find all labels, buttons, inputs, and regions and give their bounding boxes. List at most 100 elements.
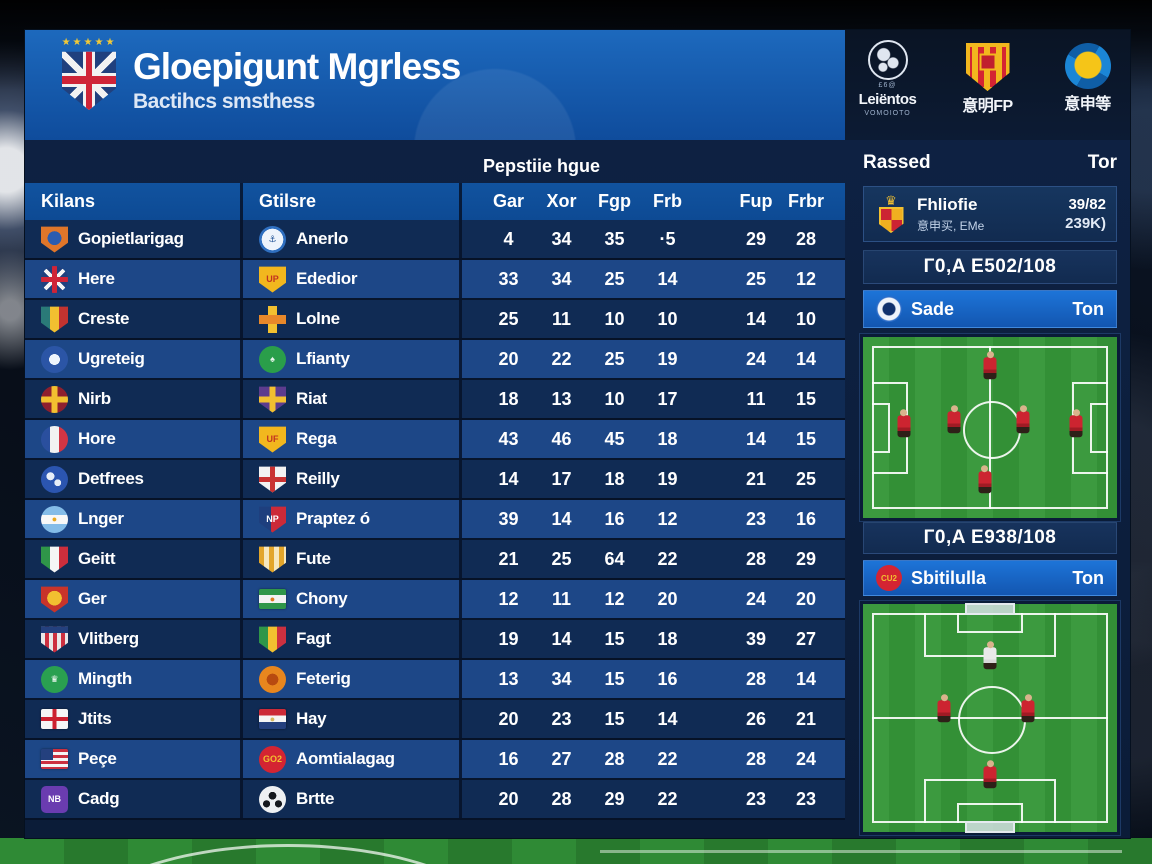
team-cell: Geitt: [25, 540, 243, 578]
stat-cells: 18 13 10 17 11 15: [462, 380, 845, 418]
teal-gold-red-shield-icon: [41, 306, 68, 333]
match-row-2[interactable]: CU2 Sbitilulla Ton: [863, 560, 1117, 596]
team-cell: Feterig: [243, 660, 462, 698]
stat-value: 14: [498, 468, 519, 489]
pitch-goal-box: [957, 613, 1023, 633]
orange-blue-crest-icon: [41, 226, 68, 253]
table-row[interactable]: Geitt Fute 21 25 64 22 28 29: [25, 540, 845, 580]
player-name: Fhliofie: [917, 194, 978, 214]
stat-cells: 20 28 29 22 23 23: [462, 780, 845, 818]
table-row[interactable]: Peçe GO2 Aomtialagag 16 27 28 22 28 24: [25, 740, 845, 780]
team-cell: ♠ Lfianty: [243, 340, 462, 378]
stat-cells: 20 23 15 14 26 21: [462, 700, 845, 738]
stat-value: 23: [745, 788, 767, 809]
match-row-1[interactable]: Sade Ton: [863, 290, 1117, 328]
pitch-ground: [0, 838, 1152, 864]
player-info: Fhliofie 意申买, EMe: [917, 195, 1056, 234]
pitch-goal-box: [872, 402, 890, 453]
pitch-goal-box: [1090, 402, 1108, 453]
team-name: Anerlo: [296, 229, 349, 248]
gold-shield-up-icon: UP: [259, 266, 286, 293]
team-cell: ● Hay: [243, 700, 462, 738]
team-name: Feterig: [296, 669, 351, 688]
table-row[interactable]: Jtits ● Hay 20 23 15 14 26 21: [25, 700, 845, 740]
table-row[interactable]: ♛ Mingth Feterig 13 34 15 16 28 14: [25, 660, 845, 700]
table-header-row: Kilans Gtilsre Gar Xor Fgp Frb Fup Frbr: [25, 183, 845, 220]
stat-value: 13: [551, 388, 572, 409]
match-action-button[interactable]: Ton: [1072, 298, 1104, 319]
stat-value: 12: [657, 508, 678, 529]
team-name: Here: [78, 269, 115, 288]
team-cell: Ugreteig: [25, 340, 243, 378]
table-row[interactable]: Gopietlarigag ⚓ Anerlo 4 34 35 ·5 29 28: [25, 220, 845, 260]
brand-leientos: £6@ Leiëntos VOMOIOTO: [846, 40, 930, 140]
team-cell: Creste: [25, 300, 243, 338]
team-name: Praptez ó: [296, 509, 370, 528]
table-row[interactable]: Hore UF Rega 43 46 45 18 14 15: [25, 420, 845, 460]
stat-cells: 33 34 25 14 25 12: [462, 260, 845, 298]
match-action-button[interactable]: Ton: [1072, 567, 1104, 588]
column-header-stat-2: Xor: [546, 191, 577, 211]
cedar-tree-badge-icon: ♠: [259, 345, 286, 373]
stat-value: 35: [604, 228, 625, 249]
table-row[interactable]: Here UP Ededior 33 34 25 14 25 12: [25, 260, 845, 300]
stat-value: 22: [551, 348, 572, 369]
stat-value: 20: [795, 588, 817, 609]
stat-value: 13: [498, 668, 519, 689]
union-jack-shield-icon: [62, 51, 116, 110]
team-cell: ● Chony: [243, 580, 462, 618]
orange-ball-icon: [259, 665, 286, 693]
stat-value: 17: [551, 468, 572, 489]
team-name: Gopietlarigag: [78, 229, 184, 248]
stat-cells: 21 25 64 22 28 29: [462, 540, 845, 578]
stat-value: 24: [745, 588, 767, 609]
go2-badge-icon: GO2: [259, 745, 286, 773]
stat-value: 4: [503, 228, 514, 249]
stat-value: 15: [795, 388, 817, 409]
team-cell: UF Rega: [243, 420, 462, 458]
stat-value: 10: [604, 388, 625, 409]
stat-value: 34: [551, 268, 572, 289]
stat-value: 18: [657, 428, 678, 449]
pitch-goal-box: [957, 803, 1023, 823]
np-shield-icon: NP: [259, 506, 286, 533]
stat-value: 18: [657, 628, 678, 649]
player-marker: [1021, 700, 1035, 723]
team-name: Lfianty: [296, 349, 350, 368]
stat-value: 16: [604, 508, 625, 529]
red-gold-shield-icon: [41, 586, 68, 613]
table-row[interactable]: Nirb Riat 18 13 10 17 11 15: [25, 380, 845, 420]
table-row[interactable]: Ugreteig ♠ Lfianty 20 22 25 19 24 14: [25, 340, 845, 380]
stat-value: 28: [604, 748, 625, 769]
globe-badge-icon: [41, 465, 68, 493]
sade-logo-icon: [876, 296, 902, 322]
pitch-center-circle: [958, 686, 1026, 754]
team-cell: ⚓ Anerlo: [243, 220, 462, 258]
team-cell: ● Lnger: [25, 500, 243, 538]
stat-value: 17: [657, 388, 678, 409]
stat-cells: 12 11 12 20 24 20: [462, 580, 845, 618]
stat-value: 45: [604, 428, 625, 449]
player-card[interactable]: Fhliofie 意申买, EMe 39/82 239K): [863, 186, 1117, 242]
stat-value: 20: [498, 708, 519, 729]
table-row[interactable]: ● Lnger NP Praptez ó 39 14 16 12 23 16: [25, 500, 845, 540]
gold-shield-uf-icon: UF: [259, 426, 286, 453]
table-row[interactable]: NB Cadg Brtte 20 28 29 22 23 23: [25, 780, 845, 820]
column-header-stat-3: Fgp: [598, 191, 631, 211]
app-header: ★★★★★ Gloepigunt Mgrless Bactihcs smsthe…: [25, 30, 845, 140]
team-cell: Peçe: [25, 740, 243, 778]
player-marker: [983, 357, 997, 380]
team-name: Nirb: [78, 389, 111, 408]
stat-value: 43: [498, 428, 519, 449]
stat-value: 11: [551, 308, 572, 329]
table-row[interactable]: Ger ● Chony 12 11 12 20 24 20: [25, 580, 845, 620]
table-row[interactable]: Vlitberg Fagt 19 14 15 18 39 27: [25, 620, 845, 660]
stat-value: 64: [604, 548, 625, 569]
table-row[interactable]: Creste Lolne 25 11 10 10 14 10: [25, 300, 845, 340]
table-row[interactable]: Detfrees Reilly 14 17 18 19 21 25: [25, 460, 845, 500]
italy-shield-icon: [41, 546, 68, 573]
striped-crest-icon: [41, 626, 68, 653]
stat-value: 21: [745, 468, 767, 489]
player-value-1: 39/82: [1068, 196, 1106, 213]
stat-headers: Gar Xor Fgp Frb Fup Frbr: [462, 183, 845, 220]
